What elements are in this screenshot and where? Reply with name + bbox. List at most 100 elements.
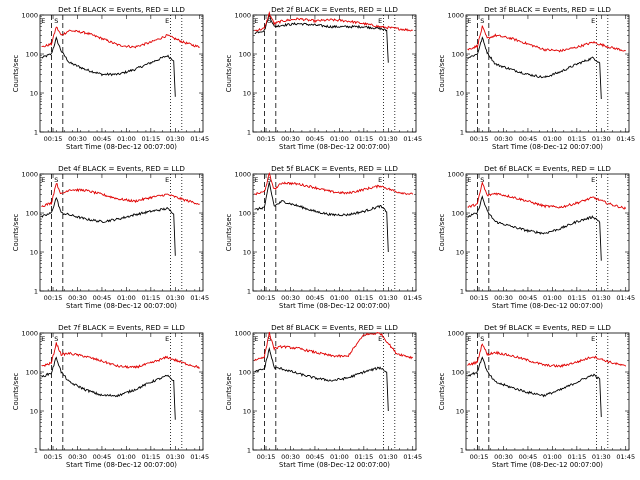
y-tick-label: 100	[452, 50, 464, 58]
x-tick-label: 01:30	[379, 135, 398, 143]
interval-marker-E: E	[591, 17, 595, 25]
lld-series-line	[41, 342, 200, 370]
panel-title: Det 8f BLACK = Events, RED = LLD	[271, 323, 398, 332]
y-tick-label: 1	[247, 128, 251, 136]
x-tick-label: 01:00	[543, 135, 562, 143]
y-axis-label: Counts/sec	[438, 214, 446, 252]
interval-marker-E: E	[378, 335, 382, 343]
plot-frame	[252, 332, 417, 451]
x-tick-label: 00:30	[494, 135, 513, 143]
x-tick-label: 01:00	[543, 294, 562, 302]
x-tick-label: 00:45	[93, 294, 112, 302]
x-tick-label: 01:15	[354, 135, 373, 143]
lld-series-line	[254, 10, 413, 32]
interval-marker-S: S	[267, 335, 271, 343]
events-series-line	[254, 182, 389, 253]
x-tick-label: 01:30	[166, 453, 185, 461]
y-tick-label: 10	[456, 248, 464, 256]
interval-marker-E: E	[378, 17, 382, 25]
interval-marker-E: E	[254, 17, 258, 25]
panel-title: Det 2f BLACK = Events, RED = LLD	[271, 5, 398, 14]
lld-series-line	[41, 26, 200, 49]
lld-series-line	[467, 25, 626, 53]
y-tick-label: 1000	[447, 11, 464, 19]
x-tick-label: 01:00	[117, 135, 136, 143]
interval-marker-S: S	[480, 17, 484, 25]
x-tick-label: 00:45	[306, 135, 325, 143]
panel-9: Det 9f BLACK = Events, RED = LLD 1 10 100 10…	[438, 323, 635, 469]
interval-marker-S: S	[267, 176, 271, 184]
x-tick-label: 00:45	[519, 453, 538, 461]
x-tick-label: 01:45	[403, 294, 422, 302]
x-tick-label: 00:45	[519, 135, 538, 143]
x-axis-label: Start Time (08-Dec-12 00:07:00)	[492, 302, 603, 310]
lld-series-line	[467, 343, 627, 368]
events-series-line	[254, 13, 389, 63]
panel-title: Det 3f BLACK = Events, RED = LLD	[484, 5, 611, 14]
y-tick-label: 1000	[21, 170, 38, 178]
interval-marker-E: E	[467, 176, 471, 184]
y-tick-label: 1000	[447, 170, 464, 178]
x-tick-label: 00:15	[470, 294, 489, 302]
x-axis-label: Start Time (08-Dec-12 00:07:00)	[66, 461, 177, 469]
y-tick-label: 1	[460, 128, 464, 136]
panel-2: Det 2f BLACK = Events, RED = LLD 1 10 100 10…	[225, 5, 422, 151]
y-tick-label: 10	[30, 89, 38, 97]
x-axis-label: Start Time (08-Dec-12 00:07:00)	[279, 302, 390, 310]
y-tick-label: 1000	[447, 329, 464, 337]
x-tick-label: 01:30	[166, 294, 185, 302]
y-tick-label: 1000	[21, 11, 38, 19]
x-axis-label: Start Time (08-Dec-12 00:07:00)	[279, 461, 390, 469]
y-tick-label: 1	[460, 446, 464, 454]
x-tick-label: 00:15	[44, 453, 63, 461]
x-tick-label: 00:30	[281, 453, 300, 461]
x-tick-label: 01:15	[354, 294, 373, 302]
x-tick-label: 01:45	[190, 135, 209, 143]
interval-marker-E: E	[591, 335, 595, 343]
x-tick-label: 00:15	[470, 453, 489, 461]
interval-marker-E: E	[467, 335, 471, 343]
x-tick-label: 01:30	[592, 135, 611, 143]
panel-1: Det 1f BLACK = Events, RED = LLD 1 10 100 10…	[12, 5, 209, 151]
lld-series-line	[41, 183, 200, 208]
x-tick-label: 01:45	[190, 453, 209, 461]
panel-3: Det 3f BLACK = Events, RED = LLD 1 10 100 10…	[438, 5, 635, 151]
y-axis-label: Counts/sec	[12, 373, 20, 411]
x-tick-label: 01:00	[330, 135, 349, 143]
x-tick-label: 01:00	[330, 453, 349, 461]
interval-marker-E: E	[591, 176, 595, 184]
panel-7: Det 7f BLACK = Events, RED = LLD 1 10 100 10…	[12, 323, 209, 469]
plot-frame	[252, 14, 417, 133]
y-tick-label: 100	[452, 368, 464, 376]
interval-marker-E: E	[254, 176, 258, 184]
interval-marker-E: E	[165, 17, 169, 25]
y-axis-label: Counts/sec	[225, 55, 233, 93]
lld-series-line	[254, 331, 414, 362]
y-tick-label: 100	[26, 209, 38, 217]
x-tick-label: 01:00	[543, 453, 562, 461]
y-tick-label: 10	[243, 89, 251, 97]
panel-title: Det 4f BLACK = Events, RED = LLD	[58, 164, 185, 173]
y-tick-label: 1	[460, 287, 464, 295]
y-axis-label: Counts/sec	[12, 55, 20, 93]
x-tick-label: 00:30	[68, 453, 87, 461]
x-tick-label: 01:15	[141, 294, 160, 302]
x-tick-label: 01:15	[354, 453, 373, 461]
x-tick-label: 00:15	[470, 135, 489, 143]
x-tick-label: 00:30	[68, 294, 87, 302]
x-axis-label: Start Time (08-Dec-12 00:07:00)	[492, 143, 603, 151]
interval-marker-S: S	[480, 176, 484, 184]
interval-marker-E: E	[165, 335, 169, 343]
y-tick-label: 1	[247, 287, 251, 295]
y-tick-label: 10	[30, 407, 38, 415]
x-tick-label: 00:45	[306, 294, 325, 302]
events-series-line	[467, 195, 602, 261]
x-tick-label: 00:30	[494, 294, 513, 302]
x-tick-label: 01:00	[117, 294, 136, 302]
x-tick-label: 00:15	[257, 453, 276, 461]
events-series-line	[254, 346, 389, 412]
plot-frame	[465, 14, 630, 133]
plot-frame	[465, 173, 630, 292]
y-tick-label: 1000	[234, 329, 251, 337]
interval-marker-E: E	[467, 17, 471, 25]
